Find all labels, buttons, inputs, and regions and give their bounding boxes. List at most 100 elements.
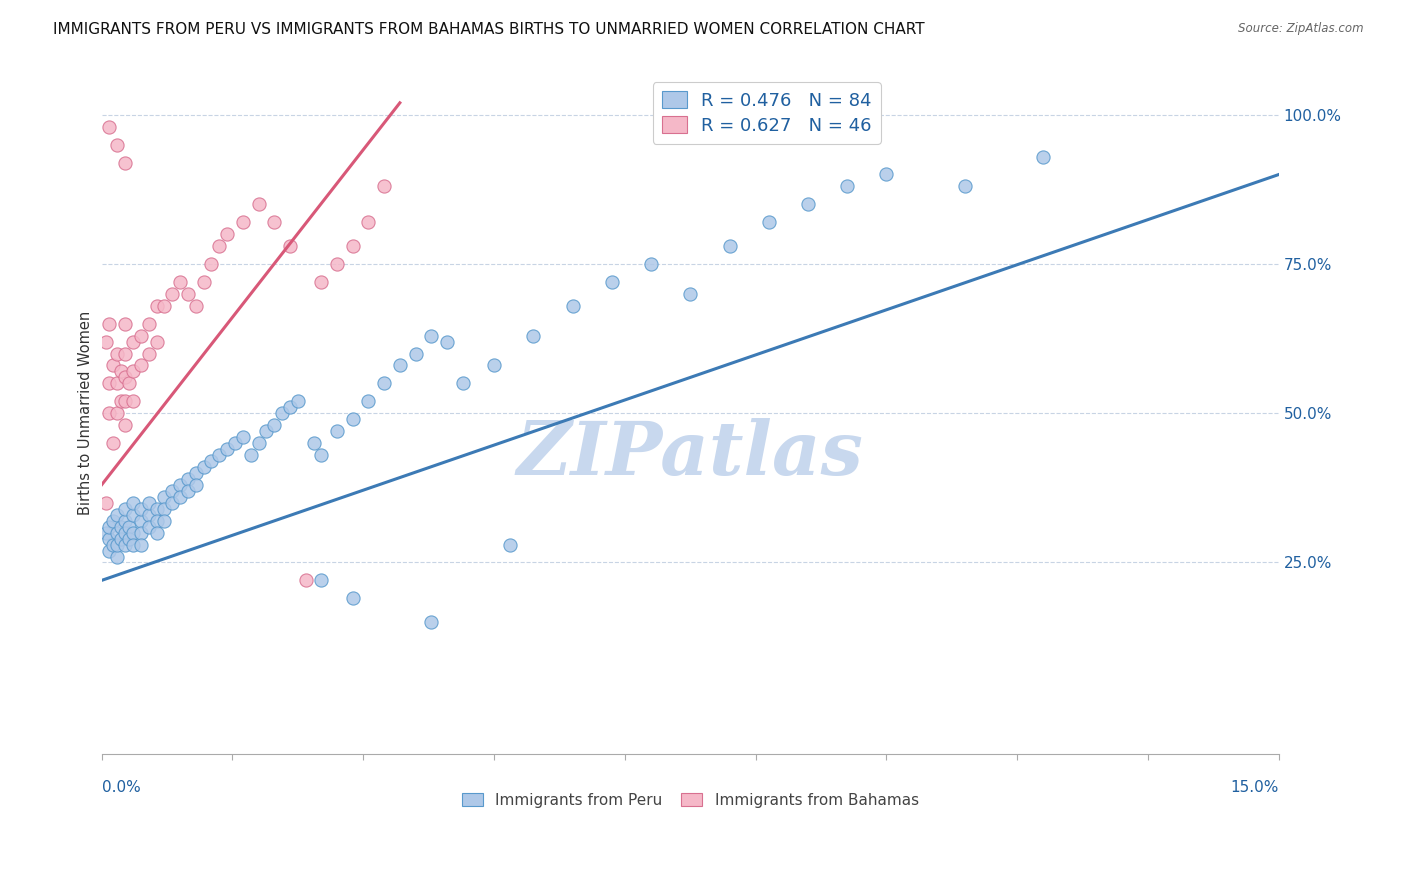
Point [200, 257, 222, 271]
Point [110, 394, 132, 409]
Point [105, 525, 128, 540]
Point [232, 215, 254, 229]
Point [184, 299, 207, 313]
Point [114, 317, 136, 331]
Text: 15.0%: 15.0% [1230, 780, 1279, 796]
Point [114, 155, 136, 169]
Point [129, 525, 152, 540]
Point [208, 239, 231, 253]
Point [118, 519, 141, 533]
Point [114, 501, 136, 516]
Point [482, 359, 505, 373]
Point [145, 501, 167, 516]
Point [302, 436, 325, 450]
Point [145, 525, 167, 540]
Point [103, 436, 125, 450]
Point [436, 334, 458, 349]
Point [138, 496, 160, 510]
Point [177, 483, 200, 498]
Point [287, 394, 309, 409]
Point [103, 538, 125, 552]
Point [114, 394, 136, 409]
Point [1032, 150, 1054, 164]
Point [326, 424, 349, 438]
Point [247, 436, 270, 450]
Point [169, 275, 191, 289]
Point [193, 460, 215, 475]
Point [114, 370, 136, 384]
Point [797, 197, 820, 211]
Point [640, 257, 662, 271]
Point [122, 394, 145, 409]
Point [451, 376, 474, 391]
Text: Source: ZipAtlas.com: Source: ZipAtlas.com [1239, 22, 1364, 36]
Point [184, 466, 207, 480]
Point [94, 334, 117, 349]
Point [118, 376, 141, 391]
Point [224, 436, 246, 450]
Point [103, 359, 125, 373]
Point [153, 490, 176, 504]
Point [311, 574, 333, 588]
Text: ZIPatlas: ZIPatlas [517, 417, 863, 491]
Point [122, 538, 145, 552]
Point [110, 364, 132, 378]
Point [110, 519, 132, 533]
Point [208, 448, 231, 462]
Point [373, 376, 395, 391]
Point [876, 168, 898, 182]
Point [420, 328, 443, 343]
Point [138, 519, 160, 533]
Point [145, 514, 167, 528]
Point [254, 424, 277, 438]
Point [129, 514, 152, 528]
Point [129, 359, 152, 373]
Point [294, 574, 316, 588]
Point [162, 483, 184, 498]
Point [263, 215, 285, 229]
Point [98, 406, 121, 420]
Point [499, 538, 522, 552]
Point [278, 401, 301, 415]
Point [953, 179, 976, 194]
Point [110, 532, 132, 546]
Point [326, 257, 349, 271]
Point [94, 525, 117, 540]
Point [679, 286, 702, 301]
Point [105, 538, 128, 552]
Point [561, 299, 583, 313]
Point [153, 299, 176, 313]
Point [217, 227, 239, 242]
Point [145, 299, 167, 313]
Point [718, 239, 741, 253]
Point [177, 472, 200, 486]
Point [138, 317, 160, 331]
Point [200, 454, 222, 468]
Point [153, 514, 176, 528]
Point [98, 376, 121, 391]
Point [600, 275, 623, 289]
Point [105, 376, 128, 391]
Point [342, 239, 364, 253]
Point [122, 364, 145, 378]
Point [114, 418, 136, 433]
Point [114, 514, 136, 528]
Point [129, 501, 152, 516]
Point [94, 496, 117, 510]
Point [177, 286, 200, 301]
Point [98, 120, 121, 134]
Point [169, 490, 191, 504]
Point [271, 406, 294, 420]
Point [153, 501, 176, 516]
Point [239, 448, 262, 462]
Point [122, 496, 145, 510]
Point [311, 275, 333, 289]
Point [122, 334, 145, 349]
Point [758, 215, 780, 229]
Point [837, 179, 859, 194]
Text: 0.0%: 0.0% [101, 780, 141, 796]
Point [103, 514, 125, 528]
Point [114, 525, 136, 540]
Point [129, 328, 152, 343]
Point [98, 532, 121, 546]
